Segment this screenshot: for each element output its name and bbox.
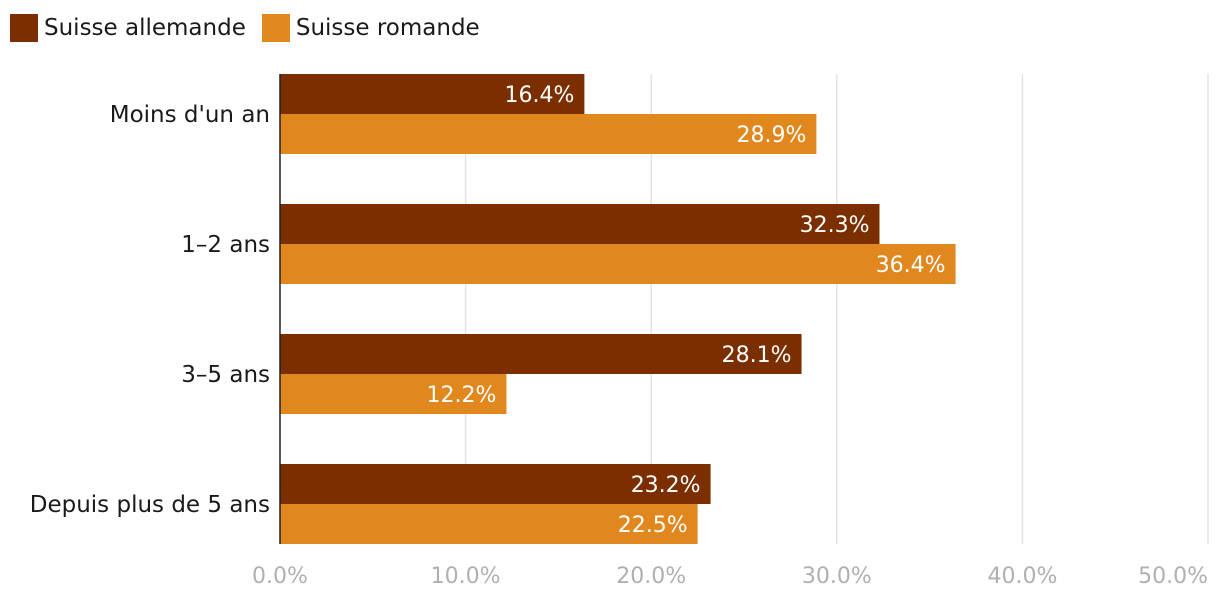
legend-swatch-suisse-romande — [261, 14, 290, 42]
bar — [280, 204, 880, 244]
bar — [280, 464, 711, 504]
bar — [280, 74, 585, 114]
category-label: 1–2 ans — [181, 232, 270, 258]
legend-label-suisse-allemande: Suisse allemande — [44, 15, 246, 41]
legend-item-suisse-allemande: Suisse allemande — [10, 14, 246, 42]
data-label: 16.4% — [504, 83, 574, 108]
x-tick-label: 0.0% — [252, 564, 308, 589]
x-tick-label: 20.0% — [616, 564, 686, 589]
legend-item-suisse-romande: Suisse romande — [261, 14, 480, 42]
legend-label-suisse-romande: Suisse romande — [295, 15, 480, 41]
bar — [280, 114, 817, 154]
bar — [280, 374, 507, 414]
data-label: 22.5% — [618, 513, 688, 538]
bar — [280, 244, 956, 284]
category-label: Moins d'un an — [110, 102, 270, 128]
legend: Suisse allemande Suisse romande — [10, 10, 496, 46]
bar — [280, 504, 698, 544]
data-label: 28.9% — [736, 123, 806, 148]
data-label: 36.4% — [876, 253, 946, 278]
x-tick-label: 50.0% — [1138, 564, 1208, 589]
x-tick-label: 40.0% — [987, 564, 1057, 589]
data-label: 32.3% — [800, 213, 870, 238]
category-label: 3–5 ans — [181, 362, 270, 388]
bar — [280, 334, 802, 374]
category-label: Depuis plus de 5 ans — [30, 492, 270, 518]
x-tick-label: 10.0% — [431, 564, 501, 589]
data-label: 23.2% — [631, 473, 701, 498]
x-tick-label: 30.0% — [802, 564, 872, 589]
legend-swatch-suisse-allemande — [10, 14, 38, 42]
data-label: 28.1% — [722, 343, 792, 368]
data-label: 12.2% — [427, 383, 497, 408]
